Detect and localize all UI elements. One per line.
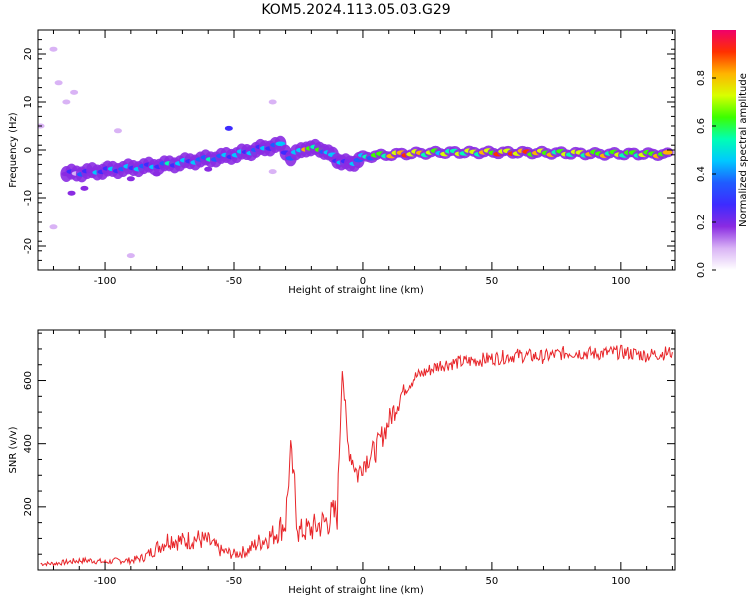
spectrogram-blob-5	[80, 185, 89, 191]
colorbar-tick-label-2: 0.4	[696, 166, 707, 182]
spectrogram-blob-8	[126, 176, 135, 182]
spectrogram-cell-123	[662, 150, 673, 155]
spectrogram-blob-4	[67, 190, 76, 196]
x-tick-label-2: 0	[360, 576, 366, 587]
spectrogram-y-axis-label: Frequency (Hz)	[8, 112, 19, 188]
snr-x-ticks: -100 -50 0 50 100	[94, 330, 630, 587]
spectrogram-blob-13	[268, 99, 277, 105]
spectrogram-cell-42	[275, 141, 286, 147]
colorbar-tick-label-4: 0.8	[696, 70, 707, 86]
colorbar-gradient	[712, 30, 736, 270]
colorbar-label: Normalized spectral amplitude	[738, 73, 749, 227]
figure-title: KOM5.2024.113.05.03.G29	[261, 2, 450, 18]
x-tick-label-0: -100	[94, 276, 117, 287]
y-tick-label-2: 0	[23, 147, 34, 153]
y-tick-label-0: 200	[23, 497, 34, 516]
snr-background	[38, 330, 675, 570]
x-tick-label-3: 50	[486, 576, 499, 587]
spectrogram-blob-11	[204, 166, 213, 172]
spectrogram-blob-2	[62, 99, 71, 105]
spectrogram-y-ticks: -20 -10 0 10 20	[23, 48, 675, 254]
y-tick-label-0: -20	[23, 238, 34, 254]
spectrogram-blob-14	[268, 169, 277, 175]
x-tick-label-1: -50	[226, 576, 242, 587]
spectrogram-marks	[38, 46, 674, 259]
colorbar-tick-label-3: 0.6	[696, 118, 707, 134]
colorbar-ticks: 0.0 0.2 0.4 0.6 0.8	[696, 70, 716, 278]
y-tick-label-3: 10	[23, 96, 34, 109]
snr-minor-ticks	[38, 330, 675, 571]
y-tick-label-1: -10	[23, 190, 34, 206]
snr-series-line	[40, 344, 673, 567]
x-tick-label-1: -50	[226, 276, 242, 287]
x-tick-label-2: 0	[360, 276, 366, 287]
snr-y-ticks: 200 400 600	[23, 371, 675, 516]
spectrogram-blob-1	[54, 80, 63, 86]
spectrogram-blob-16	[49, 224, 58, 230]
snr-panel: -100 -50 0 50 100 200 400 600 Height of straig…	[8, 329, 676, 596]
colorbar: 0.0 0.2 0.4 0.6 0.8 Normalized spectral ampl…	[696, 30, 749, 278]
colorbar-tick-label-0: 0.0	[696, 262, 707, 278]
x-tick-label-4: 100	[611, 576, 630, 587]
spectrogram-blob-7	[113, 128, 122, 134]
spectrogram-minor-ticks	[38, 29, 675, 271]
x-tick-label-3: 50	[486, 276, 499, 287]
spectrogram-x-axis-label: Height of straight line (km)	[288, 285, 424, 296]
y-tick-label-2: 600	[23, 371, 34, 390]
y-tick-label-4: 20	[23, 48, 34, 61]
colorbar-tick-label-1: 0.2	[696, 214, 707, 230]
x-tick-label-0: -100	[94, 576, 117, 587]
spectrogram-blob-3	[70, 89, 79, 95]
spectrogram-blob-12	[224, 125, 233, 131]
spectrogram-blob-15	[126, 253, 135, 259]
spectrogram-blob-0	[49, 46, 58, 52]
snr-x-axis-label: Height of straight line (km)	[288, 585, 424, 596]
y-tick-label-1: 400	[23, 434, 34, 453]
snr-frame	[37, 329, 676, 571]
snr-y-axis-label: SNR (v/v)	[8, 426, 19, 473]
spectrogram-x-ticks: -100 -50 0 50 100	[94, 30, 630, 287]
x-tick-label-4: 100	[611, 276, 630, 287]
